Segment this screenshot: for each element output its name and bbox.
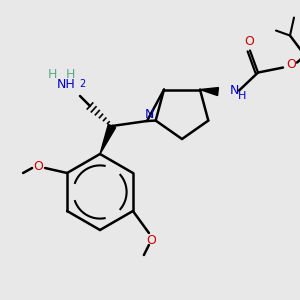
Text: 2: 2: [79, 79, 85, 89]
Polygon shape: [200, 88, 218, 95]
Text: O: O: [146, 233, 156, 247]
Text: N: N: [230, 84, 239, 97]
Text: O: O: [286, 58, 296, 71]
Text: N: N: [144, 107, 154, 121]
Text: O: O: [244, 35, 254, 48]
Text: H: H: [47, 68, 57, 80]
Text: NH: NH: [57, 77, 75, 91]
Text: H: H: [238, 91, 246, 100]
Text: O: O: [33, 160, 43, 173]
Polygon shape: [100, 124, 116, 154]
Text: H: H: [65, 68, 75, 80]
